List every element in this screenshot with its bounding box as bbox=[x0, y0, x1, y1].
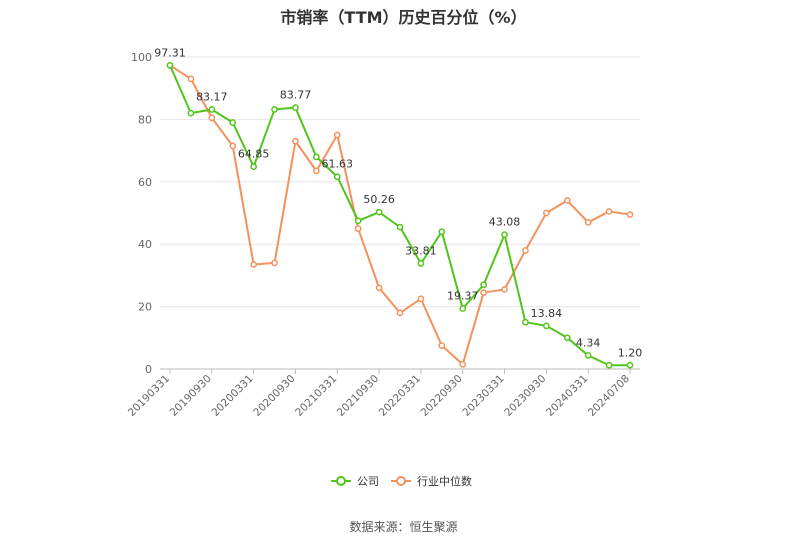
data-label: 43.08 bbox=[489, 216, 521, 229]
data-label: 97.31 bbox=[154, 46, 186, 59]
series-point-0 bbox=[584, 352, 592, 359]
y-tick-label: 80 bbox=[138, 113, 152, 126]
x-tick-label: 20230930 bbox=[502, 373, 548, 419]
x-tick-label: 20240331 bbox=[544, 373, 590, 419]
series-point-0 bbox=[250, 163, 257, 171]
data-label: 13.84 bbox=[531, 307, 563, 320]
series-point-1 bbox=[626, 211, 634, 218]
data-label: 64.85 bbox=[238, 148, 270, 161]
series-point-0 bbox=[187, 109, 195, 117]
series-point-0 bbox=[166, 62, 174, 69]
series-point-1 bbox=[187, 75, 195, 83]
series-point-1 bbox=[271, 259, 278, 267]
x-tick-label: 20190331 bbox=[126, 373, 172, 419]
series-point-1 bbox=[208, 114, 216, 122]
series-point-0 bbox=[501, 231, 508, 238]
x-tick-label: 20220331 bbox=[377, 373, 423, 419]
data-label: 50.26 bbox=[363, 193, 395, 206]
data-label: 1.20 bbox=[618, 346, 643, 359]
series-point-1 bbox=[417, 295, 425, 303]
series-point-1 bbox=[543, 209, 550, 217]
x-tick-label: 20220930 bbox=[419, 373, 465, 419]
legend-marker-1[interactable] bbox=[396, 476, 406, 486]
legend-label-0[interactable]: 公司 bbox=[357, 475, 379, 488]
y-tick-label: 20 bbox=[138, 301, 152, 314]
x-tick-label: 20230331 bbox=[460, 373, 506, 419]
series-point-1 bbox=[292, 137, 299, 145]
series-point-0 bbox=[292, 104, 299, 111]
series-point-1 bbox=[354, 225, 362, 232]
data-label: 83.17 bbox=[196, 91, 228, 104]
series-point-0 bbox=[271, 106, 278, 113]
series-point-0 bbox=[543, 322, 550, 330]
series-point-1 bbox=[605, 208, 613, 215]
series-point-0 bbox=[396, 223, 404, 231]
series-point-0 bbox=[208, 106, 216, 113]
chart-title: 市销率（TTM）历史百分位（%） bbox=[280, 8, 527, 27]
y-tick-label: 100 bbox=[131, 51, 152, 64]
series-point-0 bbox=[563, 334, 571, 342]
series-point-1 bbox=[375, 284, 383, 292]
series-point-0 bbox=[626, 361, 634, 369]
series-point-0 bbox=[480, 281, 487, 289]
series-point-0 bbox=[333, 173, 341, 181]
series-point-0 bbox=[459, 305, 467, 312]
series-point-0 bbox=[313, 153, 320, 161]
data-label: 19.37 bbox=[447, 290, 479, 303]
x-tick-label: 20190930 bbox=[168, 373, 214, 419]
series-line-0 bbox=[169, 64, 630, 367]
data-label: 61.63 bbox=[322, 158, 354, 171]
series-point-1 bbox=[584, 219, 592, 226]
x-tick-label: 20240708 bbox=[586, 373, 632, 419]
series-point-1 bbox=[563, 197, 571, 204]
series-point-1 bbox=[333, 131, 341, 139]
data-label: 33.81 bbox=[405, 245, 437, 258]
series-point-1 bbox=[501, 286, 508, 293]
series-point-0 bbox=[375, 208, 383, 216]
series-point-0 bbox=[522, 318, 529, 326]
series-point-0 bbox=[438, 228, 446, 236]
series-point-1 bbox=[459, 360, 467, 368]
series-point-0 bbox=[229, 119, 237, 126]
series-point-1 bbox=[396, 309, 404, 317]
series-point-0 bbox=[605, 361, 613, 369]
data-source: 数据来源：恒生聚源 bbox=[349, 520, 458, 534]
x-tick-label: 20210331 bbox=[293, 373, 339, 419]
series-point-0 bbox=[354, 217, 362, 225]
x-tick-label: 20200331 bbox=[209, 373, 255, 419]
series-point-1 bbox=[522, 247, 529, 254]
legend-marker-0[interactable] bbox=[336, 476, 346, 486]
series-point-1 bbox=[313, 167, 320, 175]
x-tick-label: 20210930 bbox=[335, 373, 381, 419]
y-tick-label: 0 bbox=[145, 363, 152, 376]
series-point-0 bbox=[417, 260, 425, 267]
x-tick-label: 20200930 bbox=[251, 373, 297, 419]
y-tick-label: 40 bbox=[138, 238, 152, 251]
data-label: 4.34 bbox=[576, 336, 601, 349]
series-point-1 bbox=[250, 261, 257, 268]
y-tick-label: 60 bbox=[138, 176, 152, 189]
series-point-1 bbox=[438, 342, 446, 349]
series-point-1 bbox=[480, 289, 487, 296]
series-point-1 bbox=[229, 142, 237, 150]
data-label: 83.77 bbox=[280, 89, 312, 102]
legend-label-1[interactable]: 行业中位数 bbox=[417, 474, 472, 488]
